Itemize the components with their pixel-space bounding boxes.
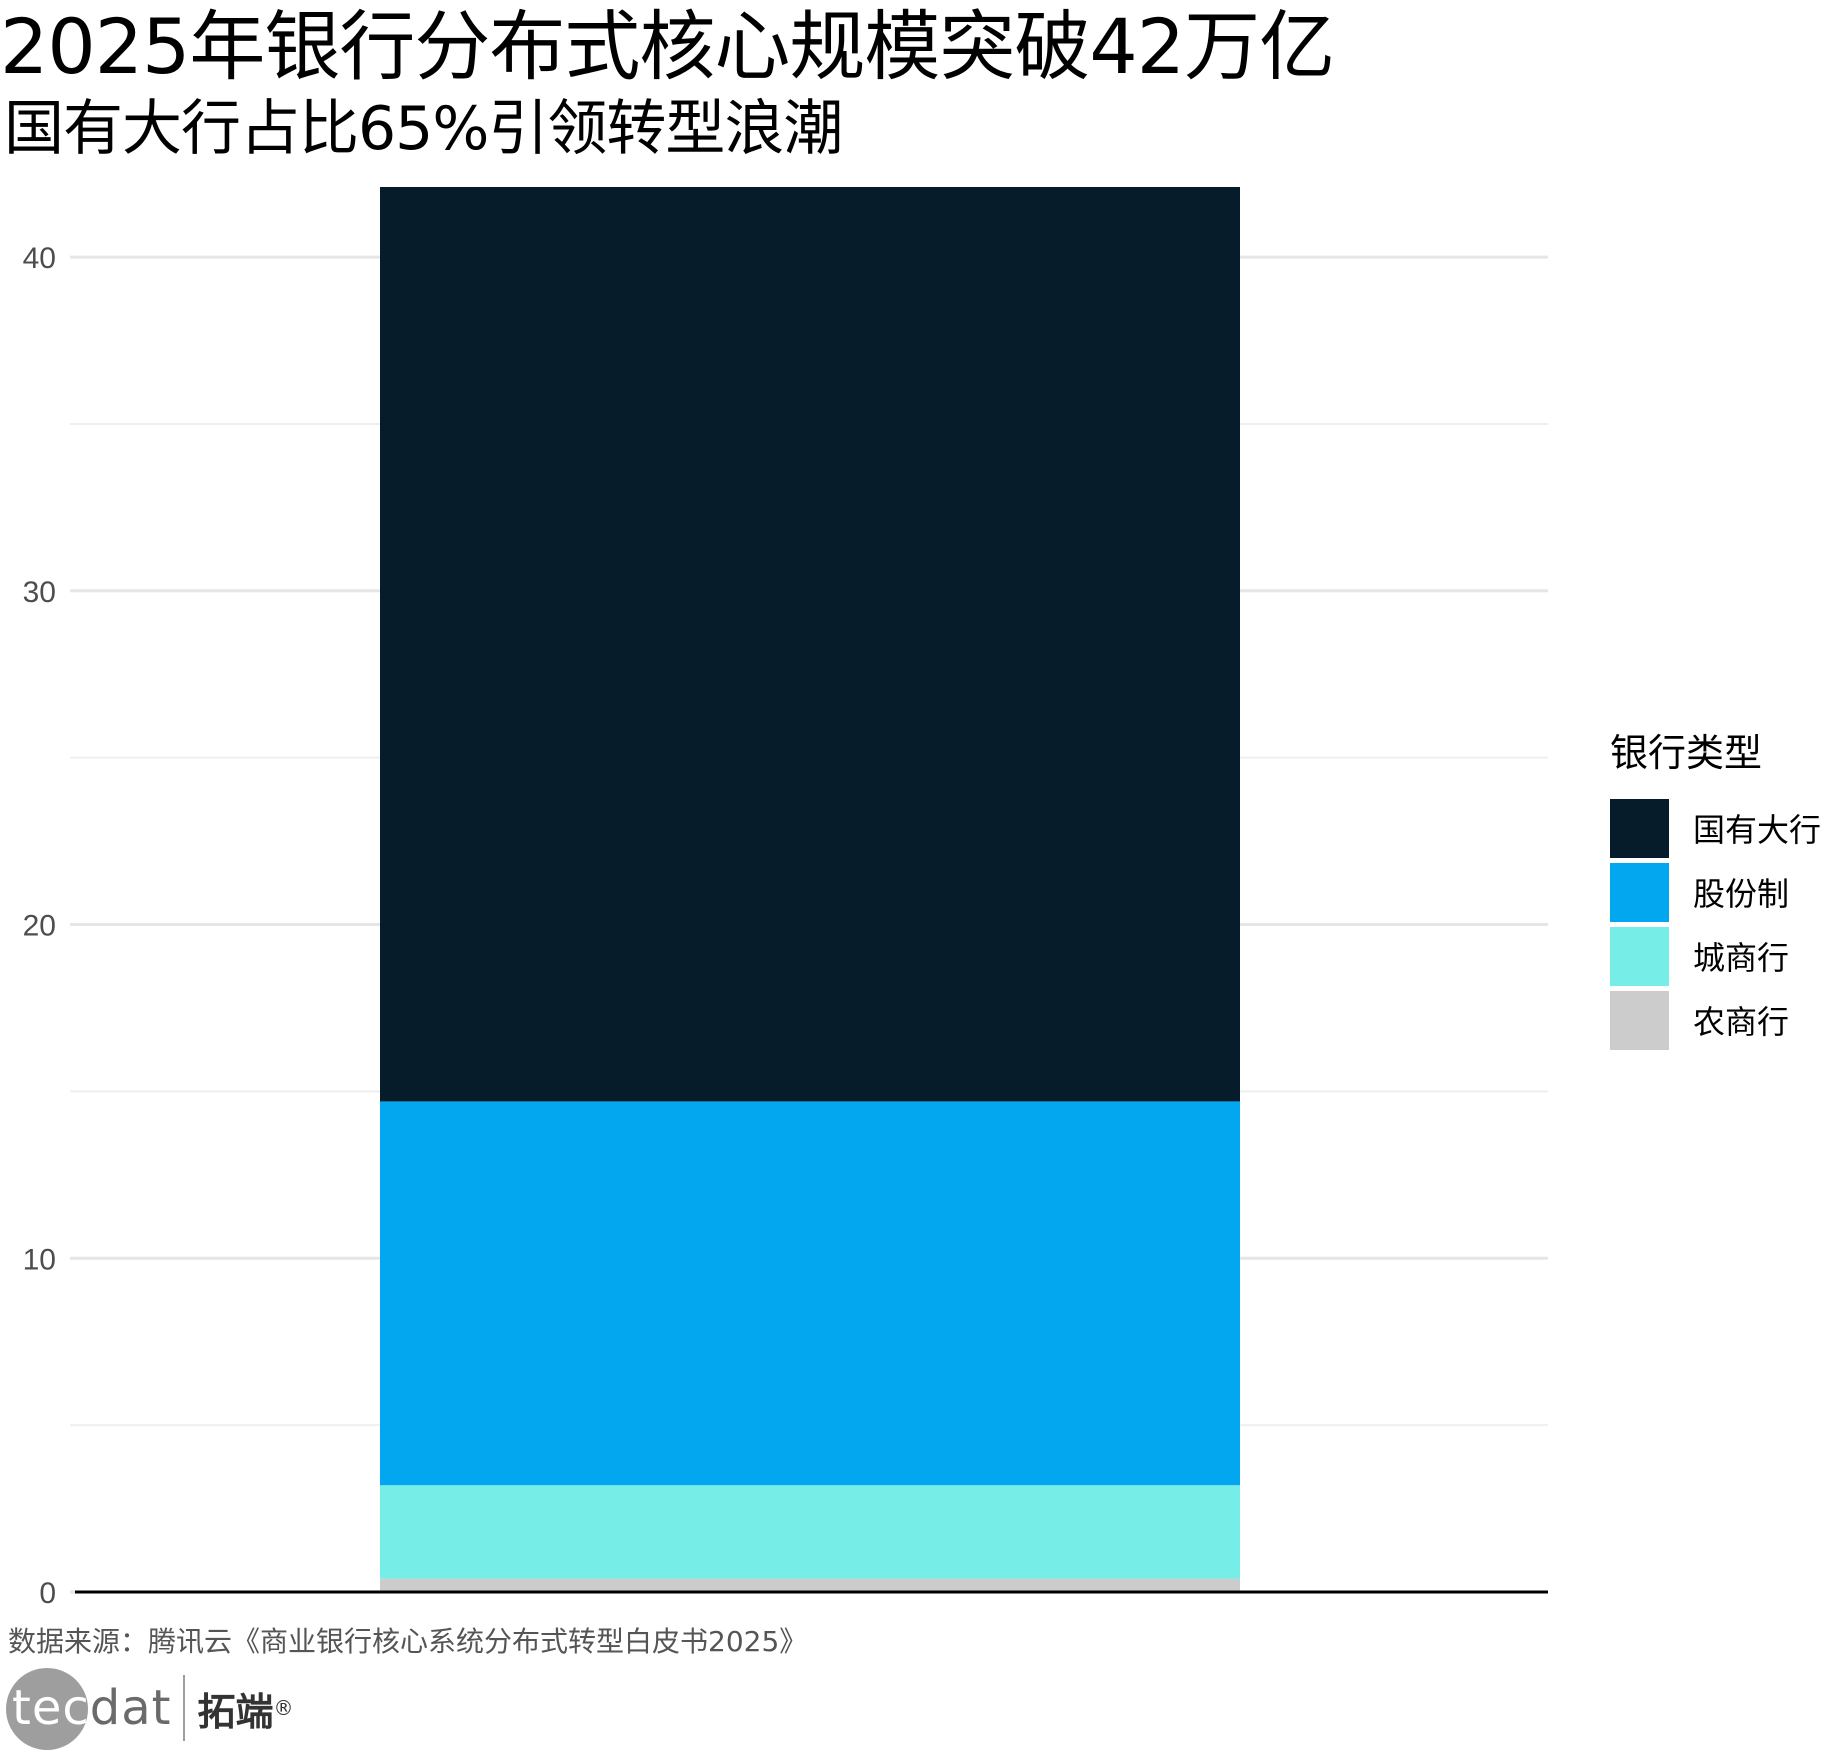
logo-text-tec: tec [12, 1680, 90, 1736]
legend-swatch [1610, 862, 1669, 922]
legend-item: 城商行 [1610, 926, 1821, 986]
logo-text-dat: dat [89, 1680, 172, 1736]
y-tick-label: 30 [23, 576, 56, 609]
legend-item: 股份制 [1610, 862, 1821, 922]
bar-segment [380, 187, 1240, 1102]
legend-label: 国有大行 [1693, 811, 1821, 849]
legend-item: 国有大行 [1610, 798, 1821, 858]
y-tick-label: 0 [39, 1577, 56, 1610]
legend-swatch [1610, 798, 1669, 858]
legend-label: 城商行 [1693, 939, 1790, 977]
legend-item: 农商行 [1610, 990, 1821, 1050]
logo-circle [6, 1668, 88, 1750]
logo-divider [183, 1675, 186, 1741]
legend-title: 银行类型 [1610, 731, 1763, 775]
legend-swatch [1610, 990, 1669, 1050]
legend: 银行类型 国有大行股份制城商行农商行 [1610, 730, 1821, 1054]
chart-subtitle: 国有大行占比65%引领转型浪潮 [4, 94, 843, 164]
y-axis-ticks: 0 10 20 30 40 [23, 242, 56, 1610]
legend-label: 股份制 [1693, 875, 1790, 913]
logo-cn-text: 拓端 [197, 1689, 274, 1734]
chart-title: 2025年银行分布式核心规模突破42万亿 [0, 2, 1335, 91]
y-tick-label: 20 [23, 910, 56, 943]
logo-registered-mark: ® [273, 1696, 294, 1720]
bar-segment [380, 1101, 1240, 1486]
stacked-bar-chart: 0 10 20 30 40 [23, 187, 1548, 1610]
bar-segment [380, 1485, 1240, 1579]
y-tick-label: 40 [23, 242, 56, 275]
tecdat-logo: tecdat 拓端 ® [6, 1668, 294, 1750]
bar-segments [380, 187, 1240, 1592]
y-tick-label: 10 [23, 1243, 56, 1276]
bar-segment [380, 1578, 1240, 1592]
legend-items: 国有大行股份制城商行农商行 [1610, 798, 1821, 1050]
legend-swatch [1610, 926, 1669, 986]
legend-label: 农商行 [1693, 1003, 1790, 1041]
source-caption: 数据来源：腾讯云《商业银行核心系统分布式转型白皮书2025》 [8, 1625, 808, 1658]
logo-wordmark: tecdat [12, 1680, 171, 1736]
